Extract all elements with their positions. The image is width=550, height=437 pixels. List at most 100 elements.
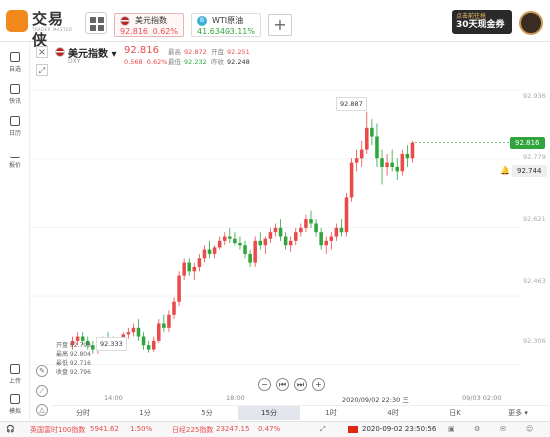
expand-icon[interactable]: ⤢ <box>320 425 326 433</box>
candle <box>75 332 80 346</box>
sidebar-item-quotes[interactable]: 报价 <box>0 148 30 169</box>
zoom-out-button[interactable]: − <box>258 378 271 391</box>
sidebar: 自选 快讯 日历 报价 上传 模拟 <box>0 42 30 421</box>
candle-body <box>222 236 227 241</box>
candle-body <box>141 336 146 346</box>
candle-body <box>126 332 131 335</box>
candle-body <box>314 223 318 233</box>
candle-body <box>410 142 415 159</box>
candle <box>192 262 197 280</box>
candle <box>324 236 328 254</box>
candle-body <box>273 227 278 233</box>
candle <box>405 145 410 167</box>
promo-banner[interactable]: 点击前往抢 30天现金券 <box>452 10 512 34</box>
sidebar-item-news[interactable]: 快讯 <box>0 84 30 105</box>
candle-body <box>70 340 75 346</box>
candle <box>136 319 141 341</box>
tab-name: 美元指数 <box>135 16 167 25</box>
candle-body <box>91 345 95 350</box>
candle-body <box>263 238 268 246</box>
candle-body <box>395 166 400 172</box>
ruler-icon[interactable]: △ <box>36 404 48 416</box>
high-callout: 92.887 <box>336 97 367 111</box>
candle <box>278 219 283 241</box>
headset-icon[interactable]: 🎧 <box>6 425 15 433</box>
timeframe-4h[interactable]: 4时 <box>387 409 399 417</box>
candle-body <box>243 245 247 254</box>
candle-body <box>283 236 288 246</box>
candle-body <box>197 258 202 267</box>
ticker-change-1: 1.50% <box>130 425 153 433</box>
timeframe-15m[interactable]: 15分 <box>238 406 300 420</box>
candle <box>248 249 252 267</box>
message-icon[interactable]: ✉ <box>500 425 506 433</box>
screenshot-icon[interactable]: ▣ <box>448 425 455 433</box>
drawing-tools-icon[interactable]: ✎ <box>36 365 48 377</box>
candle-body <box>375 136 379 159</box>
sidebar-item-upload[interactable]: 上传 <box>0 364 30 385</box>
instrument-name[interactable]: 美元指数 ▾ <box>68 49 117 60</box>
draw-tool-icon[interactable]: ⤢ <box>36 64 48 76</box>
ohlc-close: 收盘 92.796 <box>56 369 91 376</box>
us-flag-icon <box>120 16 130 26</box>
tab-dxy[interactable]: 美元指数 92.816 0.62% <box>114 13 184 37</box>
candle-body <box>157 323 161 341</box>
sidebar-item-calendar[interactable]: 日历 <box>0 116 30 137</box>
candle <box>293 227 298 246</box>
timeframe-1h[interactable]: 1时 <box>325 409 337 417</box>
tab-price: 92.816 <box>120 27 148 36</box>
candle <box>288 236 293 252</box>
candle <box>177 271 181 307</box>
timeframe-5m[interactable]: 5分 <box>201 409 213 417</box>
y-tick: 92.779 <box>523 153 546 161</box>
scroll-start-button[interactable]: ⏮ <box>276 378 289 391</box>
candle <box>162 314 166 333</box>
x-tick: 09/03 02:00 <box>462 394 502 402</box>
candle <box>385 153 389 176</box>
bell-icon[interactable]: 🔔 <box>500 166 510 175</box>
sidebar-item-watchlist[interactable]: 自选 <box>0 52 30 73</box>
candle <box>172 297 176 320</box>
grid-layout-button[interactable] <box>85 12 107 34</box>
timeframe-daily[interactable]: 日K <box>449 409 461 417</box>
timeframe-tick[interactable]: 分时 <box>76 409 90 417</box>
candle-body <box>380 158 384 167</box>
candle <box>359 140 364 167</box>
candle-body <box>334 227 339 237</box>
x-tick: 2020/09/02 22:30 三 <box>342 396 409 404</box>
upload-icon <box>10 364 20 374</box>
user-avatar[interactable] <box>519 11 543 35</box>
app-logo: 交易侠 TRADER MASTER <box>6 8 74 49</box>
candle <box>354 149 359 172</box>
sidebar-item-label: 日历 <box>8 130 21 137</box>
candle <box>91 340 95 354</box>
settings-icon[interactable]: ⚙ <box>474 425 481 433</box>
candle <box>222 232 227 246</box>
ticker-value-2: 23247.15 <box>216 425 250 433</box>
add-tab-button[interactable]: + <box>268 14 292 36</box>
timeframe-more[interactable]: 更多 ▾ <box>508 409 528 417</box>
tab-wti[interactable]: B WTI原油 41.6340 -3.11% <box>191 13 261 37</box>
candle <box>319 227 323 250</box>
candle <box>233 232 237 246</box>
candle-body <box>85 340 90 346</box>
timeframe-1m[interactable]: 1分 <box>139 409 151 417</box>
scroll-end-button[interactable]: ⏭ <box>294 378 307 391</box>
user-icon[interactable]: ☺ <box>526 425 534 433</box>
candle-body <box>268 232 273 239</box>
tab-name: WTI原油 <box>212 16 244 25</box>
datetime: 2020-09-02 23:50:56 <box>362 425 437 433</box>
candle-body <box>405 153 410 159</box>
sidebar-item-label: 报价 <box>8 162 21 169</box>
sidebar-item-simulate[interactable]: 模拟 <box>0 394 30 415</box>
candle-body <box>233 238 237 244</box>
candle <box>141 332 146 350</box>
close-icon[interactable]: × <box>36 46 48 58</box>
cn-flag-icon <box>348 426 358 433</box>
candle-body <box>400 153 405 172</box>
candle <box>131 323 136 337</box>
zoom-in-button[interactable]: + <box>312 378 325 391</box>
promo-line1: 点击前往抢 <box>456 13 487 20</box>
indicator-icon[interactable]: ⟋ <box>36 385 48 397</box>
candle <box>395 158 400 180</box>
